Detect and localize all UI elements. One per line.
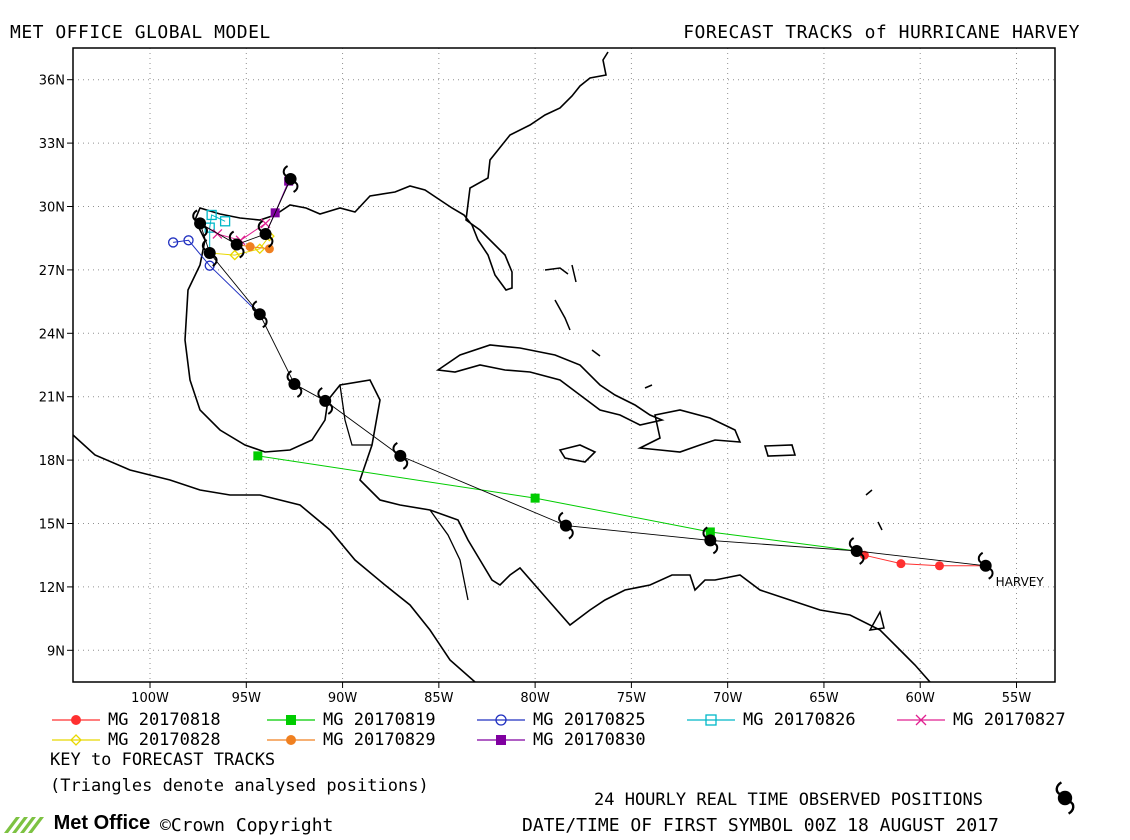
track-marker xyxy=(286,715,296,725)
lon-tick-label: 70W xyxy=(713,691,743,706)
left-title: MET OFFICE GLOBAL MODEL xyxy=(10,22,271,43)
legend-swatch-icon xyxy=(52,734,100,746)
lon-tick-label: 85W xyxy=(424,691,454,706)
observed-position-symbol xyxy=(848,536,865,565)
track-marker xyxy=(71,715,81,725)
legend-label: MG 20170830 xyxy=(533,730,646,750)
lat-tick-label: 18N xyxy=(39,454,65,469)
forecast-track xyxy=(204,209,231,253)
lon-tick-label: 60W xyxy=(906,691,936,706)
lat-tick-label: 30N xyxy=(39,201,65,216)
track-marker xyxy=(286,735,296,745)
observed-track xyxy=(192,165,994,580)
track-marker xyxy=(915,714,927,726)
track-marker xyxy=(167,237,179,248)
track-marker xyxy=(934,561,944,571)
legend-swatch-icon xyxy=(897,714,945,726)
observed-position-symbol xyxy=(392,441,409,470)
track-marker xyxy=(253,451,263,461)
track-marker xyxy=(264,244,274,254)
forecast-track-line xyxy=(257,455,857,552)
lon-tick-label: 90W xyxy=(328,691,358,706)
hurricane-symbol-icon xyxy=(1055,781,1075,815)
legend-label: MG 20170829 xyxy=(323,730,436,750)
legend-label: MG 20170828 xyxy=(108,730,221,750)
legend-label: MG 20170819 xyxy=(323,710,436,730)
observed-track-line xyxy=(199,178,986,567)
lon-tick-label: 75W xyxy=(617,691,647,706)
lat-tick-label: 21N xyxy=(39,391,65,406)
legend-swatch-icon xyxy=(477,714,525,726)
track-marker xyxy=(183,235,194,246)
lat-tick-label: 27N xyxy=(39,264,65,279)
forecast-track-line xyxy=(209,214,226,253)
lat-tick-label: 36N xyxy=(39,74,65,89)
legend-label: MG 20170818 xyxy=(108,710,221,730)
legend-key-title: KEY to FORECAST TRACKS xyxy=(50,750,276,770)
first-symbol-date: DATE/TIME OF FIRST SYMBOL 00Z 18 AUGUST … xyxy=(522,815,999,836)
legend-label: MG 20170825 xyxy=(533,710,646,730)
lon-tick-label: 95W xyxy=(232,691,262,706)
observed-position-symbol xyxy=(558,511,574,540)
track-marker xyxy=(496,735,506,745)
legend-swatch-icon xyxy=(267,735,315,745)
lon-tick-label: 80W xyxy=(520,691,550,706)
legend-label: MG 20170827 xyxy=(953,710,1066,730)
forecast-track xyxy=(253,451,857,552)
track-marker xyxy=(495,714,507,726)
met-office-logo: Met Office xyxy=(4,812,150,835)
lon-tick-label: 100W xyxy=(131,691,169,706)
lat-lon-grid xyxy=(73,48,1055,682)
lat-tick-label: 12N xyxy=(39,581,65,596)
right-title: FORECAST TRACKS of HURRICANE HARVEY xyxy=(683,22,1080,43)
track-marker xyxy=(212,229,223,239)
observed-position-symbol xyxy=(257,219,274,248)
forecast-tracks xyxy=(167,176,986,571)
track-marker xyxy=(219,216,231,227)
track-marker xyxy=(705,527,715,537)
track-marker xyxy=(229,249,241,261)
track-marker xyxy=(530,493,540,503)
forecast-track-line xyxy=(173,239,261,315)
legend-label: MG 20170826 xyxy=(743,710,856,730)
legend-swatch-icon xyxy=(477,735,525,745)
lat-tick-label: 24N xyxy=(39,327,65,342)
lon-tick-label: 55W xyxy=(1002,691,1032,706)
track-marker xyxy=(705,714,717,726)
observed-position-symbol xyxy=(977,551,994,580)
track-marker xyxy=(245,242,255,252)
forecast-track xyxy=(236,242,274,254)
storm-name-label: HARVEY xyxy=(996,575,1045,589)
lat-tick-label: 9N xyxy=(47,644,65,659)
forecast-track-line xyxy=(864,554,986,567)
copyright-notice: ©Crown Copyright xyxy=(160,815,334,836)
legend-swatch-icon xyxy=(52,715,100,725)
forecast-track-line xyxy=(209,235,270,256)
map-frame xyxy=(72,47,1056,683)
lat-tick-label: 33N xyxy=(39,137,65,152)
track-marker xyxy=(206,209,217,221)
met-office-logo-icon xyxy=(4,816,44,833)
legend-swatch-icon xyxy=(687,714,735,726)
triangle-note: (Triangles denote analysed positions) xyxy=(50,776,429,796)
observed-position-symbol xyxy=(317,386,334,415)
observed-positions-label: 24 HOURLY REAL TIME OBSERVED POSITIONS xyxy=(594,790,983,810)
axis-tick-labels: 36N 33N 30N 27N 24N 21N 18N 15N 12N 9N 100W 95W 90W 8… xyxy=(39,74,1032,706)
coastlines xyxy=(73,51,931,682)
lon-tick-label: 65W xyxy=(809,691,839,706)
track-marker xyxy=(70,734,82,746)
lat-tick-label: 15N xyxy=(39,518,65,533)
legend-swatch-icon xyxy=(267,715,315,725)
track-marker xyxy=(896,559,906,569)
